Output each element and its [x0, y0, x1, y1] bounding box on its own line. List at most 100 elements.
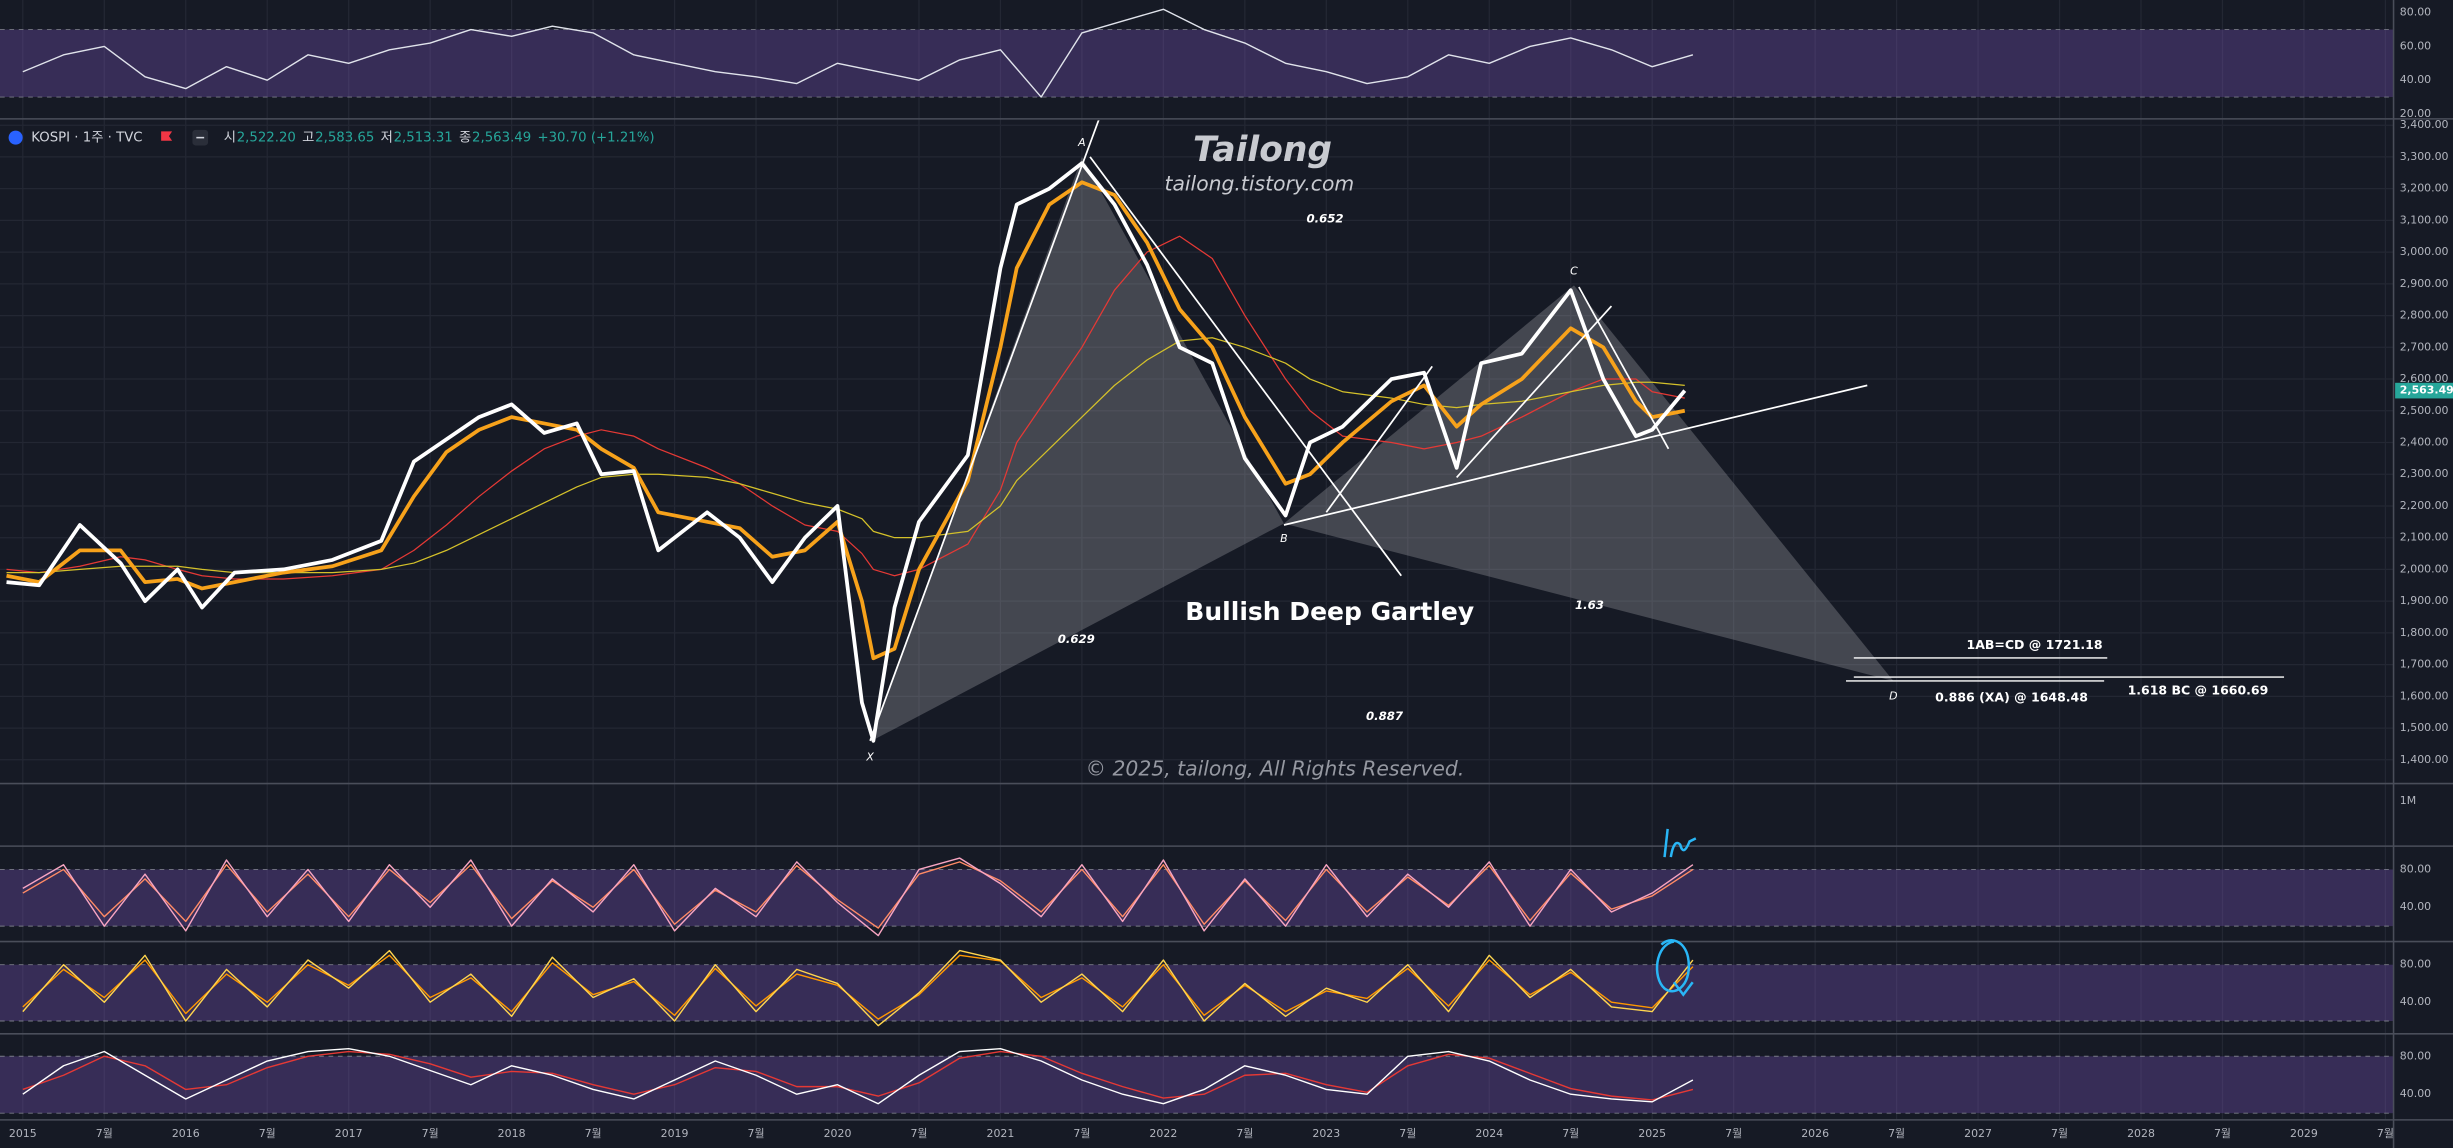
y-tick-label: 1,800.00 — [2400, 626, 2449, 639]
last-price-badge — [2395, 382, 2453, 399]
x-tick-label: 2026 — [1801, 1127, 1829, 1140]
y-tick-label: 40.00 — [2400, 73, 2431, 86]
ohlc-label: 고 — [302, 131, 314, 146]
y-tick-label: 40.00 — [2400, 995, 2431, 1008]
x-tick-label: 7월 — [422, 1127, 439, 1140]
trendline — [1456, 305, 1613, 478]
hand-drawn-marks — [1655, 828, 1697, 997]
level-label: 0.886 (XA) @ 1648.48 — [1935, 690, 2088, 705]
x-tick-label: 2018 — [498, 1127, 526, 1140]
x-tick-label: 2021 — [987, 1127, 1015, 1140]
x-tick-label: 7월 — [2214, 1127, 2231, 1140]
pattern-triangle — [870, 156, 1284, 742]
hand-note — [1663, 828, 1697, 858]
y-tick-label: 80.00 — [2400, 1049, 2431, 1062]
last-price-label: 2,563.49 — [2400, 384, 2453, 397]
bands — [0, 29, 2394, 1114]
y-tick-label: 2,600.00 — [2400, 372, 2449, 385]
x-tick-label: 7월 — [748, 1127, 765, 1140]
pattern-point-label: X — [865, 750, 874, 763]
series-line — [22, 954, 1694, 1020]
series-line — [22, 8, 1694, 98]
ratio-label: 0.629 — [1058, 632, 1095, 646]
series-line — [22, 1047, 1694, 1105]
hand-circle — [1655, 939, 1694, 997]
ohlc-label: 종 — [459, 131, 471, 146]
x-tick-label: 7월 — [259, 1127, 276, 1140]
ohlc-value: 2,513.31 — [394, 131, 453, 146]
y-tick-label: 2,500.00 — [2400, 404, 2449, 417]
band-fill — [0, 869, 2394, 927]
watermark-title: Tailong — [1193, 130, 1332, 170]
trendline — [869, 120, 1100, 742]
y-tick-label: 2,900.00 — [2400, 277, 2449, 290]
x-tick-label: 7월 — [910, 1127, 927, 1140]
y-tick-label: 2,800.00 — [2400, 309, 2449, 322]
x-tick-label: 2016 — [172, 1127, 200, 1140]
x-tick-label: 2027 — [1964, 1127, 1992, 1140]
x-tick-label: 7월 — [2377, 1127, 2394, 1140]
legend-header: KOSPI · 1주 · TVC 시 2,522.20 고 2,583.65 저 2,51… — [8, 130, 655, 146]
x-tick-label: 2022 — [1149, 1127, 1177, 1140]
y-tick-label: 60.00 — [2400, 39, 2431, 52]
x-tick-label: 2020 — [824, 1127, 852, 1140]
x-tick-label: 7월 — [1073, 1127, 1090, 1140]
trendline — [1283, 384, 1868, 526]
band-fill — [0, 1056, 2394, 1114]
copyright: © 2025, tailong, All Rights Reserved. — [1086, 757, 1465, 781]
y-tick-label: 1,400.00 — [2400, 753, 2449, 766]
ratio-label: 0.652 — [1307, 211, 1344, 225]
series-line — [22, 949, 1694, 1027]
y-tick-label: 3,400.00 — [2400, 118, 2449, 131]
series-line — [6, 161, 1687, 743]
band-fill — [0, 964, 2394, 1022]
y-tick-label: 2,400.00 — [2400, 435, 2449, 448]
y-tick-label: 40.00 — [2400, 900, 2431, 913]
y-tick-label: 80.00 — [2400, 958, 2431, 971]
x-tick-label: 2023 — [1312, 1127, 1340, 1140]
pattern-name: Bullish Deep Gartley — [1185, 597, 1474, 626]
x-tick-label: 2029 — [2290, 1127, 2318, 1140]
pattern-triangle — [1283, 285, 1894, 681]
level-label: 1AB=CD @ 1721.18 — [1966, 637, 2102, 652]
series-line — [6, 180, 1686, 661]
x-tick-label: 2019 — [661, 1127, 689, 1140]
pattern-point-label: A — [1077, 136, 1085, 149]
y-tick-label: 1,700.00 — [2400, 658, 2449, 671]
ohlc-value: 2,583.65 — [315, 131, 374, 146]
x-tick-label: 7월 — [1725, 1127, 1742, 1140]
change-value: +30.70 (+1.21%) — [537, 131, 654, 146]
watermark-subtitle: tailong.tistory.com — [1164, 172, 1354, 196]
trendline — [1325, 365, 1433, 513]
y-tick-label: 2,700.00 — [2400, 340, 2449, 353]
y-tick-label: 2,000.00 — [2400, 562, 2449, 575]
ratio-label: 0.887 — [1366, 709, 1404, 723]
series-line — [22, 1050, 1694, 1101]
symbol-name: KOSPI · 1주 · TVC — [31, 131, 142, 146]
x-tick-label: 7월 — [2051, 1127, 2068, 1140]
x-tick-label: 7월 — [1399, 1127, 1416, 1140]
y-tick-label: 3,100.00 — [2400, 213, 2449, 226]
ohlc-value: 2,522.20 — [237, 131, 296, 146]
x-tick-label: 2025 — [1638, 1127, 1666, 1140]
x-tick-label: 2017 — [335, 1127, 363, 1140]
y-tick-label: 3,000.00 — [2400, 245, 2449, 258]
x-tick-label: 2028 — [2127, 1127, 2155, 1140]
y-tick-label: 2,100.00 — [2400, 531, 2449, 544]
ohlc-label: 저 — [381, 130, 393, 146]
pattern-point-label: B — [1280, 532, 1288, 545]
series-layer — [22, 8, 1694, 1105]
series-line — [6, 235, 1685, 580]
x-tick-label: 2015 — [9, 1127, 37, 1140]
symbol-icon — [8, 130, 23, 145]
y-tick-label: 3,300.00 — [2400, 150, 2449, 163]
trendline — [1089, 156, 1402, 577]
y-tick-label: 1,900.00 — [2400, 594, 2449, 607]
y-tick-label: 3,200.00 — [2400, 182, 2449, 195]
y-tick-label: 1,600.00 — [2400, 689, 2449, 702]
x-tick-label: 7월 — [585, 1127, 602, 1140]
